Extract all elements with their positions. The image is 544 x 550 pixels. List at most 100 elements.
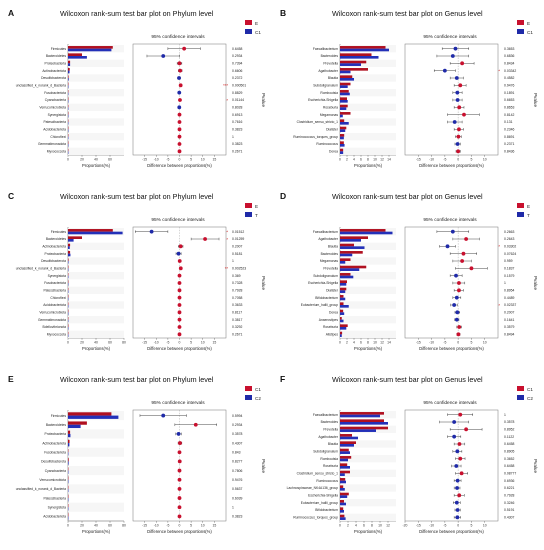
category-label: Proteobacteria: [45, 62, 67, 66]
pvalue-label: 0.6458: [232, 47, 242, 51]
bar-c2: [340, 502, 346, 506]
ci-point: [454, 500, 459, 505]
legend-swatch: [517, 203, 524, 208]
ci-frame: [404, 43, 499, 156]
bar-tick-label: 0: [67, 524, 69, 528]
pvalue-label: 0.002523: [232, 267, 246, 271]
pvalue-axis-label: Pvalue: [533, 459, 538, 473]
panel-svg: E Wilcoxon rank-sum test bar plot on Phyl…: [8, 374, 266, 534]
bar-tick-label: 12: [380, 341, 384, 345]
bar-c1: [68, 70, 70, 74]
ci-tick-label: -10: [154, 158, 159, 162]
category-label: Firmicutes: [51, 414, 67, 418]
bar-t: [340, 231, 393, 235]
bar-tick-label: 4: [353, 341, 355, 345]
category-label: Bacteroidetes: [46, 54, 67, 58]
bar-tick-label: 20: [80, 341, 84, 345]
significance-mark: *: [226, 98, 228, 103]
pvalue-label: 0.7616: [232, 120, 242, 124]
pvalue-label: 0.3823: [232, 515, 242, 519]
ci-xlabel: Difference between proportions(%): [147, 163, 212, 168]
pvalue-label: 0.01144: [232, 98, 244, 102]
legend-label: C1: [527, 387, 533, 392]
category-label: Prevotella: [323, 267, 338, 271]
ci-point: [456, 134, 461, 139]
bar-c2: [68, 433, 71, 438]
legend-label: E: [255, 204, 258, 209]
bar-tick-label: 12: [386, 524, 390, 528]
bar-t: [340, 268, 360, 271]
category-label: Roseburia: [323, 464, 338, 468]
bar-tick-label: 40: [94, 158, 98, 162]
ci-tick-label: 10: [483, 341, 487, 345]
bar-c1: [340, 448, 349, 452]
pvalue-label: 0.2663: [504, 230, 514, 234]
bar-c1: [68, 48, 112, 52]
pvalue-label: 0.6039: [232, 496, 242, 500]
pvalue-label: 0.01259: [232, 237, 244, 241]
pvalue-label: 0.2643: [504, 237, 514, 241]
bar-tick-label: 2: [347, 524, 349, 528]
category-label: Blautia: [328, 442, 338, 446]
ci-tick-label: -10: [429, 341, 434, 345]
ci-tick-label: -15: [416, 158, 421, 162]
bar-tick-label: 0: [67, 341, 69, 345]
ci-point: [177, 259, 182, 263]
bar-c2: [340, 422, 388, 425]
ci-point: [176, 251, 181, 256]
ci-point: [455, 142, 460, 146]
ci-xlabel: Difference between proportions(%): [419, 163, 484, 168]
bar-tick-label: 6: [360, 341, 362, 345]
bar-t: [340, 297, 346, 301]
pvalue-label: 0.4307: [232, 441, 242, 445]
bar-c1: [340, 463, 348, 466]
ci-tick-label: -20: [403, 524, 408, 528]
row-band: [340, 316, 396, 324]
category-label: Desulfobacterota: [41, 259, 66, 263]
ci-tick-label: 5: [190, 341, 192, 345]
pvalue-label: 0.6913: [232, 113, 242, 117]
row-band: [68, 330, 124, 338]
bar-c2: [340, 451, 350, 454]
bar-e: [340, 104, 348, 108]
ci-tick-label: -5: [166, 158, 169, 162]
ci-tick-label: 5: [190, 524, 192, 528]
ci-point: [177, 61, 182, 66]
ci-point: [462, 112, 466, 117]
bar-c1: [68, 430, 71, 434]
row-band: [340, 440, 396, 448]
ci-point: [177, 288, 182, 293]
legend-swatch: [245, 395, 252, 400]
category-label: Bacteroidetes: [46, 423, 67, 427]
ci-point: [177, 332, 182, 337]
ci-point: [452, 434, 457, 439]
category-label: Clostridium_sensu_stricto_1: [297, 472, 339, 476]
ci-point: [177, 468, 182, 473]
pvalue-label: 0.2371: [504, 142, 514, 146]
ci-point: [178, 83, 183, 88]
ci-point: [176, 432, 181, 436]
bar-tick-label: 2: [346, 158, 348, 162]
category-label: Verrucomicrobiota: [39, 106, 66, 110]
panel-svg: C Wilcoxon rank-sum test bar plot on Phyl…: [8, 191, 266, 351]
ci-point: [177, 105, 182, 110]
ci-point: [177, 295, 182, 300]
category-label: Gemmatimonadota: [38, 318, 66, 322]
legend-label: E: [527, 21, 530, 26]
ci-point: [457, 493, 462, 498]
bar-e: [340, 119, 345, 122]
bar-tick-label: 60: [108, 524, 112, 528]
bar-c1: [340, 56, 379, 59]
pvalue-label: 0.369: [232, 274, 241, 278]
pvalue-label: 0.4489: [504, 296, 514, 300]
bar-c1: [340, 92, 350, 96]
pvalue-label: 0.8954: [504, 289, 514, 293]
row-band: [340, 89, 396, 97]
category-label: Actinobacteriota: [42, 69, 66, 73]
category-label: Roseburia: [323, 106, 338, 110]
bar-tick-label: 6: [363, 524, 365, 528]
bar-c2: [340, 436, 358, 440]
panel-title: Wilcoxon rank-sum test bar plot on Phylu…: [60, 375, 214, 384]
category-label: Dialister: [326, 128, 339, 132]
bar-c1: [340, 63, 361, 66]
